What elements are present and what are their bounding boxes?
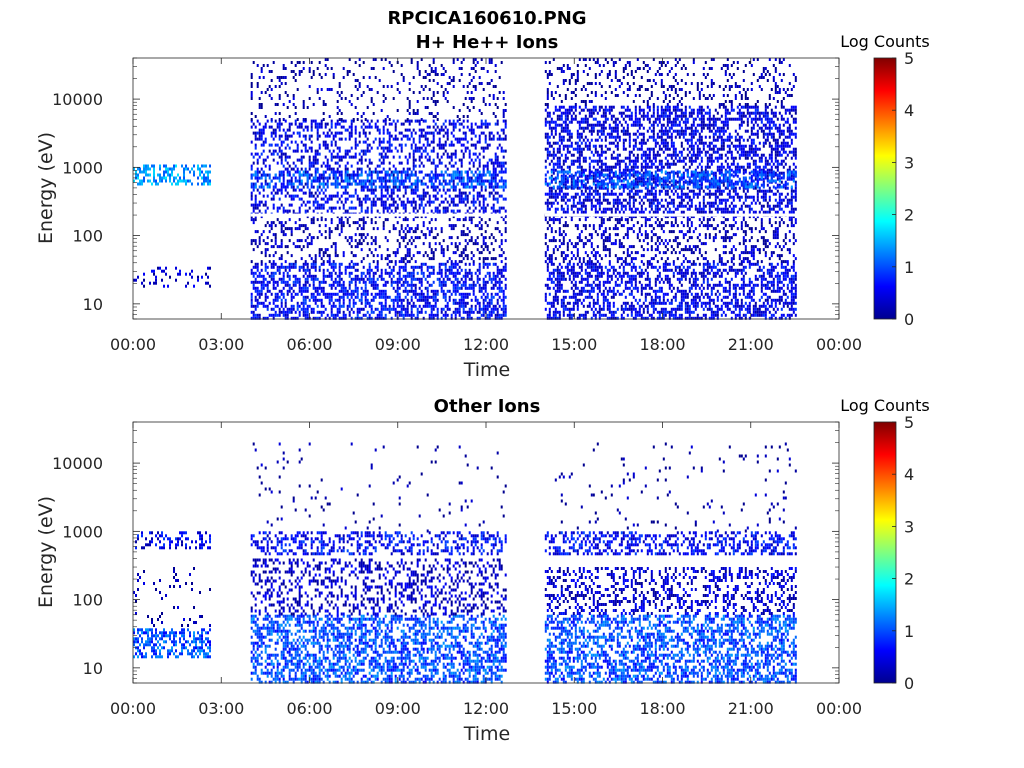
x-tick-label: 06:00 xyxy=(286,335,332,354)
colorbar-tick-label: 4 xyxy=(904,101,914,120)
x-tick-label: 00:00 xyxy=(816,699,862,718)
spectrogram-band xyxy=(544,567,797,615)
x-tick-label: 00:00 xyxy=(816,335,862,354)
spectrogram-band xyxy=(544,58,797,106)
panel-title: H+ He++ Ions xyxy=(416,32,559,53)
colorbar-tick-label: 1 xyxy=(904,258,914,277)
colorbar: 0 1 2 3 4 5 xyxy=(873,49,914,329)
spectrogram-band xyxy=(554,442,797,533)
spectrogram-band xyxy=(133,266,211,288)
x-tick-label: 00:00 xyxy=(110,335,156,354)
x-tick-label: 18:00 xyxy=(639,699,685,718)
x-tick-label: 21:00 xyxy=(728,699,774,718)
spectrogram-band xyxy=(250,58,507,121)
x-tick-label: 12:00 xyxy=(463,335,509,354)
spectrogram-band xyxy=(250,119,507,216)
spectrogram-band xyxy=(250,558,507,616)
spectrogram-band xyxy=(250,170,507,189)
y-tick-label: 100 xyxy=(72,591,103,610)
colorbar-tick-label: 4 xyxy=(904,465,914,484)
y-tick-label: 10000 xyxy=(52,90,103,109)
panel-other-ions: Other Ions 00:00 03:00 06:00 09:00 12:00 15:0… xyxy=(35,396,930,745)
figure-title: RPCICA160610.PNG xyxy=(387,8,586,29)
colorbar-gradient xyxy=(873,421,897,684)
energy-gap-line xyxy=(250,213,506,217)
x-axis-label: Time xyxy=(463,359,511,381)
y-tick-label: 10 xyxy=(83,295,103,314)
y-tick-label: 100 xyxy=(72,227,103,246)
x-tick-label: 15:00 xyxy=(551,699,597,718)
spectrogram-band xyxy=(544,262,797,320)
energy-gap-line xyxy=(544,213,797,217)
spectrogram-band xyxy=(252,442,507,533)
x-axis-label: Time xyxy=(463,723,511,745)
panel-h-he-ions: H+ He++ Ions 00:00 03:00 06:00 09:00 12:00 15… xyxy=(35,32,930,381)
x-tick-label: 03:00 xyxy=(198,335,244,354)
x-tick-label: 09:00 xyxy=(375,699,421,718)
spectrogram-band xyxy=(133,164,211,186)
spectrogram-band xyxy=(544,215,797,264)
colorbar-label: Log Counts xyxy=(840,32,930,51)
spectrogram-plot xyxy=(133,422,839,684)
colorbar-tick-label: 5 xyxy=(904,49,914,68)
colorbar-tick-label: 5 xyxy=(904,413,914,432)
spectrogram-band xyxy=(250,215,507,264)
spectrogram-band xyxy=(250,614,507,684)
y-tick-label: 10000 xyxy=(52,454,103,473)
colorbar-tick-label: 3 xyxy=(904,517,914,536)
colorbar-tick-label: 1 xyxy=(904,622,914,641)
spectrogram-band xyxy=(250,531,507,556)
x-tick-label: 15:00 xyxy=(551,335,597,354)
colorbar-label: Log Counts xyxy=(840,396,930,415)
panel-title: Other Ions xyxy=(434,396,541,417)
x-tick-label: 06:00 xyxy=(286,699,332,718)
y-tick-label: 1000 xyxy=(62,522,103,541)
x-tick-label: 09:00 xyxy=(375,335,421,354)
plot-axes: 00:00 03:00 06:00 09:00 12:00 15:00 18:00 21:00… xyxy=(52,57,862,354)
colorbar-tick-label: 0 xyxy=(904,310,914,329)
x-tick-label: 21:00 xyxy=(728,335,774,354)
plot-axes: 00:00 03:00 06:00 09:00 12:00 15:00 18:00 21:00… xyxy=(52,421,862,718)
colorbar-tick-label: 0 xyxy=(904,674,914,693)
colorbar: 0 1 2 3 4 5 xyxy=(873,413,914,693)
colorbar-tick-label: 3 xyxy=(904,153,914,172)
spectrogram-plot xyxy=(133,58,839,320)
spectrogram-band xyxy=(544,531,797,556)
x-tick-label: 12:00 xyxy=(463,699,509,718)
spectrogram-band xyxy=(133,567,211,627)
colorbar-gradient xyxy=(873,57,897,320)
spectrogram-band xyxy=(135,531,211,550)
x-tick-label: 00:00 xyxy=(110,699,156,718)
x-tick-label: 18:00 xyxy=(639,335,685,354)
colorbar-tick-label: 2 xyxy=(904,570,914,589)
colorbar-tick-label: 2 xyxy=(904,206,914,225)
y-tick-label: 10 xyxy=(83,659,103,678)
y-axis-label: Energy (eV) xyxy=(35,496,57,608)
spectrogram-band xyxy=(544,170,797,189)
spectrogram-band xyxy=(133,628,211,659)
y-tick-label: 1000 xyxy=(62,158,103,177)
spectrogram-band xyxy=(250,262,507,320)
plot-background xyxy=(133,422,839,683)
spectrogram-band xyxy=(544,614,797,684)
x-tick-label: 03:00 xyxy=(198,699,244,718)
y-axis-label: Energy (eV) xyxy=(35,132,57,244)
